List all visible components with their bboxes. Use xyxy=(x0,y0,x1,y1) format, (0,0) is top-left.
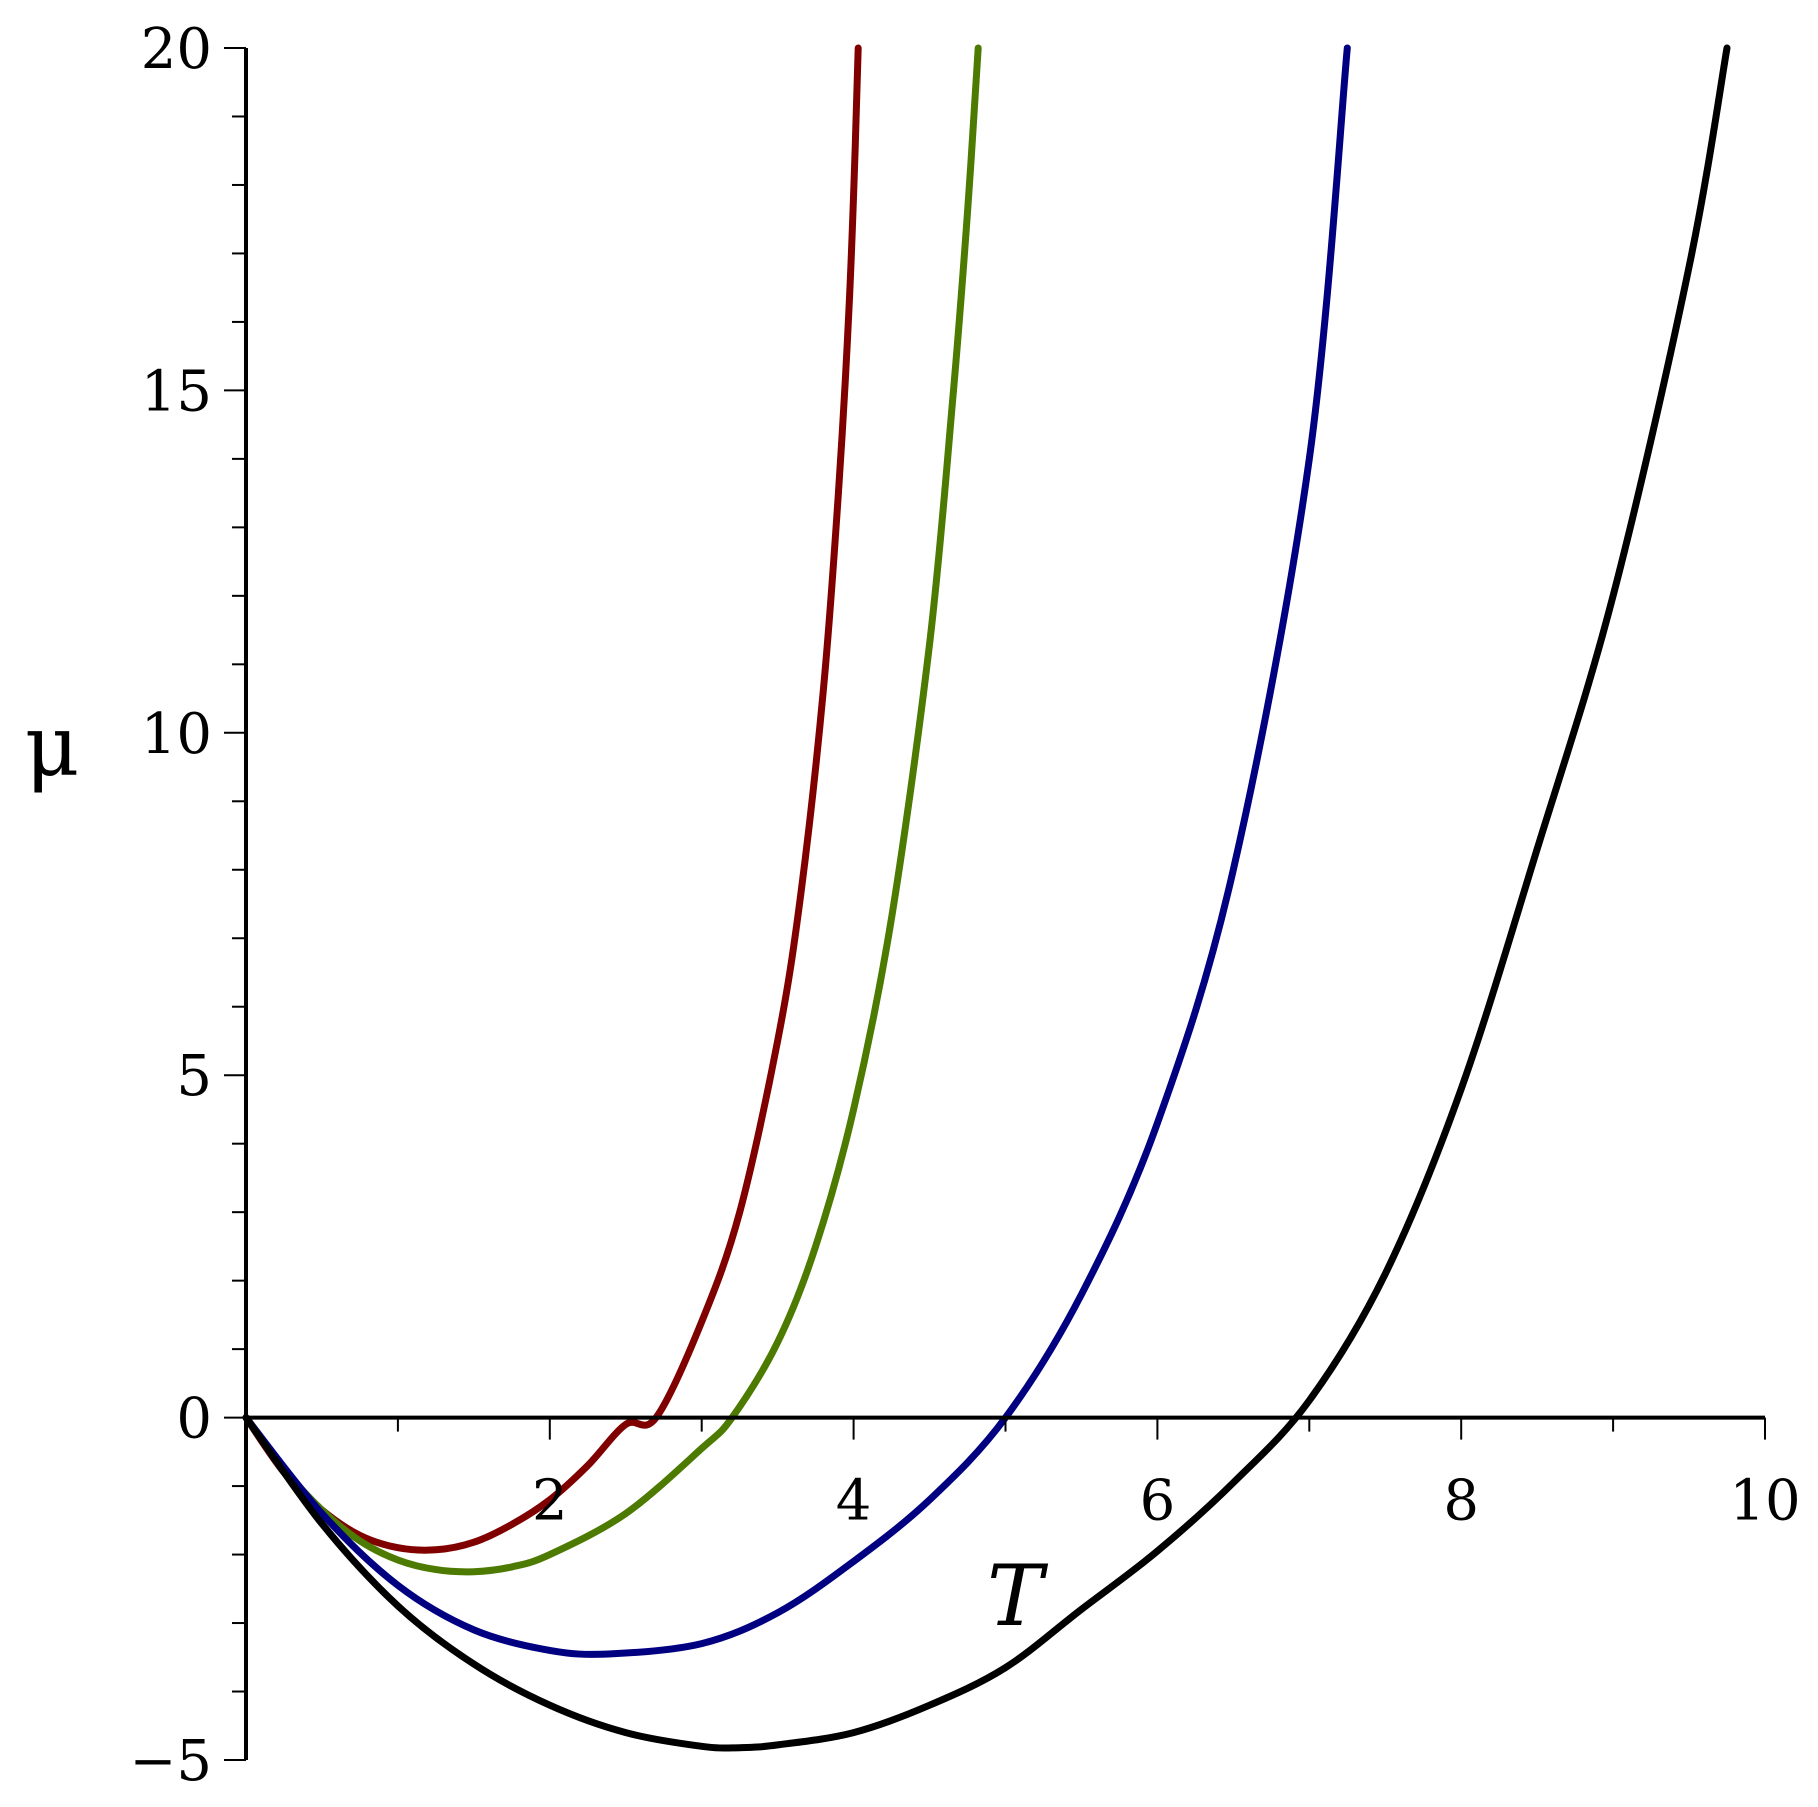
y-tick-label: 15 xyxy=(141,359,212,424)
series-line-3 xyxy=(242,44,1351,1658)
y-axis-title: μ xyxy=(25,697,80,795)
x-axis-title: T xyxy=(987,1547,1049,1645)
x-tick-label: 6 xyxy=(1140,1469,1176,1534)
y-tick-label: 20 xyxy=(141,17,212,82)
series-line-4 xyxy=(242,44,1731,1752)
series-line-2 xyxy=(242,44,982,1576)
series-layer xyxy=(242,44,1731,1752)
x-tick-label: 2 xyxy=(532,1469,568,1534)
axes-layer: −5 0 5 10 15 20 2 4 6 8 10 xyxy=(129,17,1800,1794)
x-tick-label: 4 xyxy=(836,1469,872,1534)
y-tick-label: −5 xyxy=(129,1729,212,1794)
y-tick-label: 0 xyxy=(176,1387,212,1452)
y-ticks: −5 0 5 10 15 20 xyxy=(129,17,246,1794)
series-line-1 xyxy=(242,44,862,1554)
x-tick-label: 8 xyxy=(1443,1469,1479,1534)
x-ticks: 2 4 6 8 10 xyxy=(396,1417,1801,1534)
x-tick-label: 10 xyxy=(1729,1469,1800,1534)
y-tick-label: 10 xyxy=(141,702,212,767)
y-tick-label: 5 xyxy=(176,1044,212,1109)
